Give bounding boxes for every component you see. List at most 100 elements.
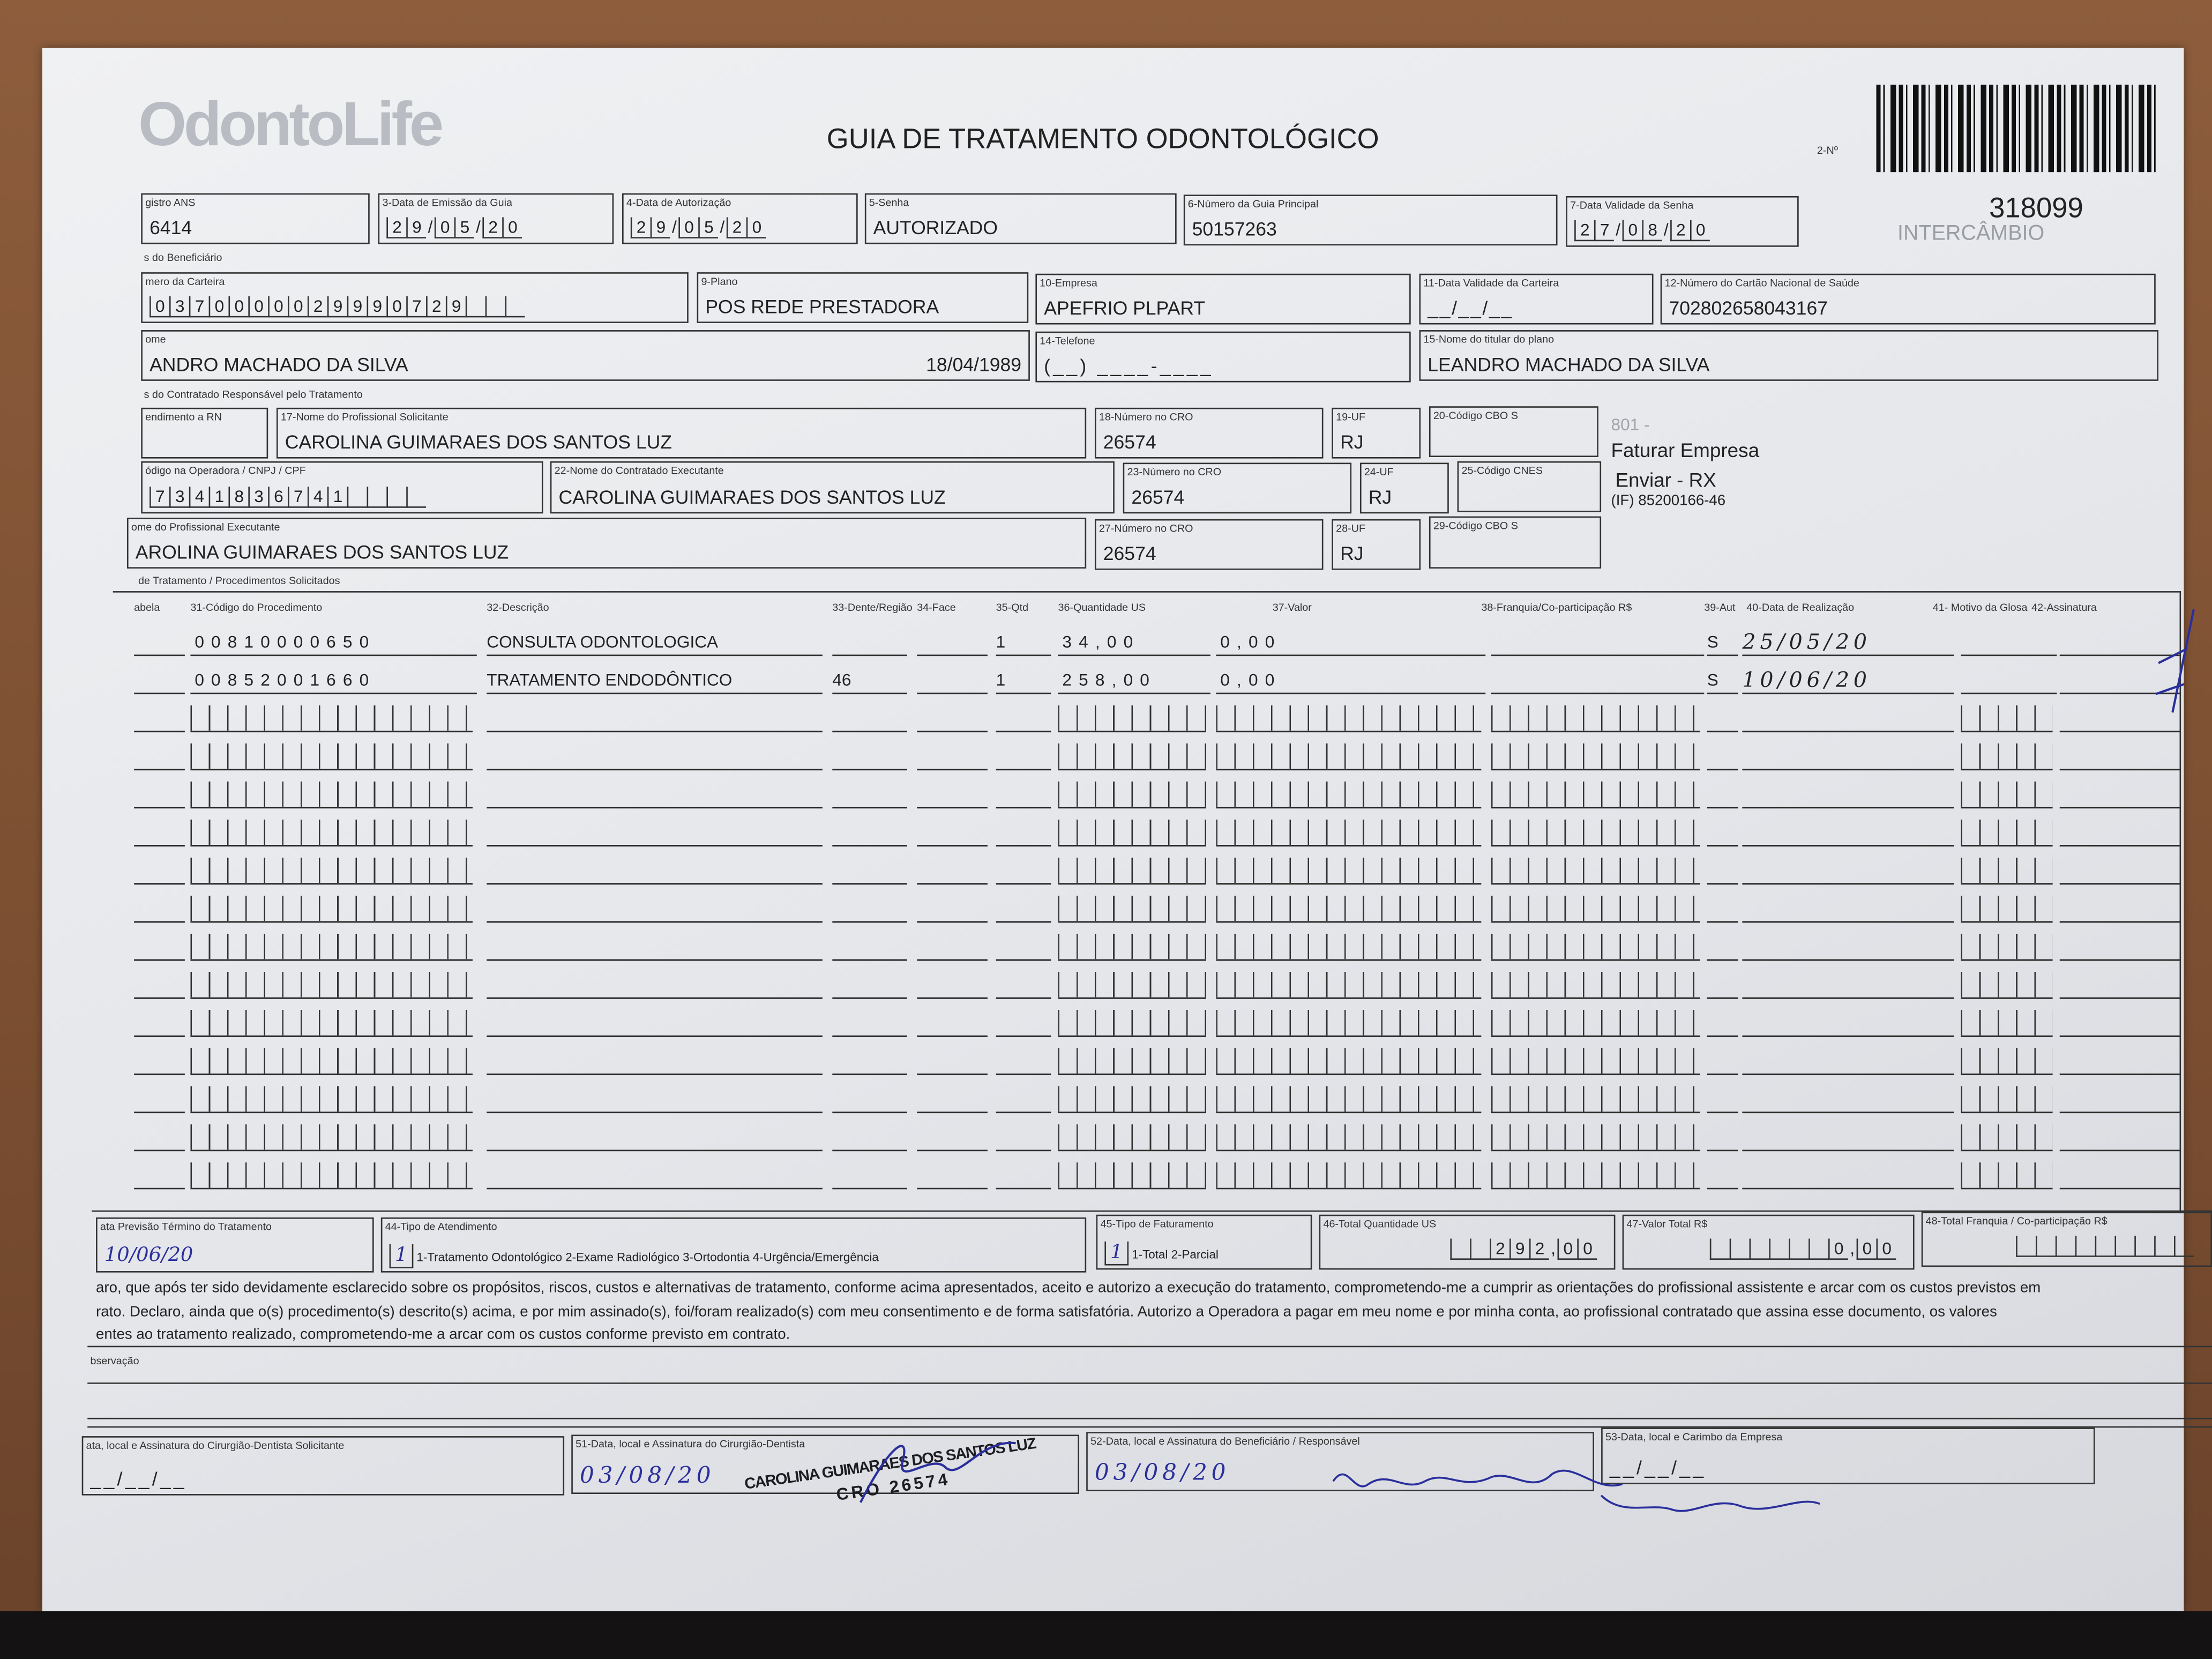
table-row xyxy=(113,697,2212,735)
cell-face xyxy=(917,743,988,771)
guia-principal-field: 6-Número da Guia Principal 50157263 xyxy=(1183,195,1558,246)
table-row xyxy=(113,811,2212,849)
validade-carteira-field: 11-Data Validade da Carteira __/__/__ xyxy=(1419,273,1654,325)
cell-ass xyxy=(2059,705,2180,733)
cell-descricao xyxy=(487,743,823,771)
cell-glosa xyxy=(1961,781,2053,809)
cell-dente xyxy=(832,1010,907,1037)
cell-codigo xyxy=(190,1010,473,1037)
cell-ass xyxy=(2059,743,2180,771)
column-header: 36-Quantidade US xyxy=(1058,601,1146,614)
cell-dente xyxy=(832,896,907,923)
cell-dente xyxy=(832,1048,907,1075)
cell-qtd_us xyxy=(1058,857,1206,885)
cell-franquia xyxy=(1491,705,1700,733)
cell-valor xyxy=(1216,1162,1482,1190)
cell-tabela xyxy=(134,1124,185,1152)
cell-ass xyxy=(2059,782,2180,809)
cell-valor xyxy=(1216,857,1482,885)
observacao-label: bservação xyxy=(90,1354,139,1367)
cell-dente xyxy=(832,1086,907,1114)
cell-codigo xyxy=(190,743,473,771)
cell-codigo xyxy=(190,972,473,999)
cell-aut xyxy=(1707,1010,1738,1037)
cell-face xyxy=(917,934,988,961)
prof-exec-field: ome do Profissional Executante AROLINA GU… xyxy=(126,518,1087,569)
cell-descricao xyxy=(487,820,823,847)
cell-aut xyxy=(1707,1048,1738,1075)
cell-descricao xyxy=(487,1010,823,1037)
column-header: 34-Face xyxy=(917,601,956,614)
cell-glosa xyxy=(1961,819,2053,847)
cell-valor xyxy=(1216,743,1482,771)
cell-descricao xyxy=(487,972,823,999)
solicitante-field: 17-Nome do Profissional Solicitante CAROL… xyxy=(276,407,1087,459)
cell-tabela xyxy=(134,667,185,694)
divider xyxy=(87,1426,2212,1428)
cell-qtd_us xyxy=(1058,819,1206,847)
cell-data xyxy=(1742,820,1954,847)
uf24-field: 24-UF RJ xyxy=(1359,462,1449,514)
cell-ass xyxy=(2059,972,2180,999)
cell-tabela xyxy=(134,858,185,885)
cell-qtd xyxy=(996,934,1051,961)
cell-face xyxy=(917,705,988,733)
nome-field: ome ANDRO MACHADO DA SILVA 18/04/1989 xyxy=(141,330,1030,381)
cell-descricao: CONSULTA ODONTOLOGICA xyxy=(487,629,823,656)
cell-aut xyxy=(1707,896,1738,923)
cell-dente xyxy=(832,629,907,656)
cell-franquia xyxy=(1491,1048,1700,1075)
validade-senha-field: 7-Data Validade da Senha 2 7/0 8/2 0 xyxy=(1566,196,1799,247)
cns-field: 12-Número do Cartão Nacional de Saúde 702… xyxy=(1660,273,2156,325)
column-header: 41- Motivo da Glosa xyxy=(1932,601,2028,614)
cell-glosa xyxy=(1961,1086,2053,1114)
table-row xyxy=(113,925,2212,963)
cell-descricao: TRATAMENTO ENDODÔNTICO xyxy=(487,667,823,694)
cell-qtd xyxy=(996,858,1051,885)
cell-aut xyxy=(1707,972,1738,999)
cell-face xyxy=(917,629,988,656)
cell-tabela xyxy=(134,1048,185,1075)
cell-ass xyxy=(2059,1162,2180,1190)
cell-glosa xyxy=(1961,1124,2053,1152)
cell-tabela xyxy=(134,972,185,999)
cell-face xyxy=(917,782,988,809)
procedure-signature xyxy=(2155,609,2195,713)
cell-codigo: 00852001660 xyxy=(190,667,477,694)
guide-form: OdontoLife GUIA DE TRATAMENTO ODONTOLÓGI… xyxy=(42,48,2212,1611)
cell-glosa xyxy=(1961,629,2057,656)
codigo-operadora-field: ódigo na Operadora / CNPJ / CPF 7 3 4 1 8 3 6 7 4… xyxy=(141,461,543,514)
column-header: 33-Dente/Região xyxy=(832,601,913,614)
cell-qtd xyxy=(996,782,1051,809)
cell-data xyxy=(1742,782,1954,809)
cell-dente xyxy=(832,972,907,999)
cell-qtd_us: 34,00 xyxy=(1058,629,1210,656)
divider xyxy=(92,1210,2212,1212)
cell-dente xyxy=(832,705,907,733)
cell-codigo xyxy=(190,933,473,961)
cell-data: 10/06/20 xyxy=(1742,667,1954,694)
cell-qtd_us xyxy=(1058,895,1206,923)
assinatura-52-field: 52-Data, local e Assinatura do Beneficiá… xyxy=(1086,1432,1594,1491)
cell-franquia xyxy=(1491,1162,1700,1190)
tipo-atendimento-field: 44-Tipo de Atendimento 1 1-Tratamento Odo… xyxy=(380,1217,1087,1273)
cell-descricao xyxy=(487,1124,823,1152)
cell-qtd xyxy=(996,1124,1051,1152)
cell-qtd_us xyxy=(1058,1010,1206,1037)
column-header: 31-Código do Procedimento xyxy=(190,601,323,614)
cell-aut xyxy=(1707,1124,1738,1152)
dentist-signature xyxy=(860,1441,1016,1503)
registro-ans-field: gistro ANS 6414 xyxy=(141,193,370,244)
cell-valor xyxy=(1216,1086,1482,1114)
note-enviar: Enviar - RX xyxy=(1615,468,1716,491)
cell-valor xyxy=(1216,933,1482,961)
cbo29-field: 29-Código CBO S xyxy=(1429,516,1602,569)
cell-codigo xyxy=(190,1124,473,1152)
cell-franquia xyxy=(1491,1010,1700,1037)
cell-dente xyxy=(832,1124,907,1152)
cell-valor: 0,00 xyxy=(1216,629,1486,656)
declaration-line: aro, que após ter sido devidamente escla… xyxy=(96,1279,2041,1297)
cell-franquia xyxy=(1491,895,1700,923)
cell-qtd xyxy=(996,743,1051,771)
cell-tabela xyxy=(134,1162,185,1190)
